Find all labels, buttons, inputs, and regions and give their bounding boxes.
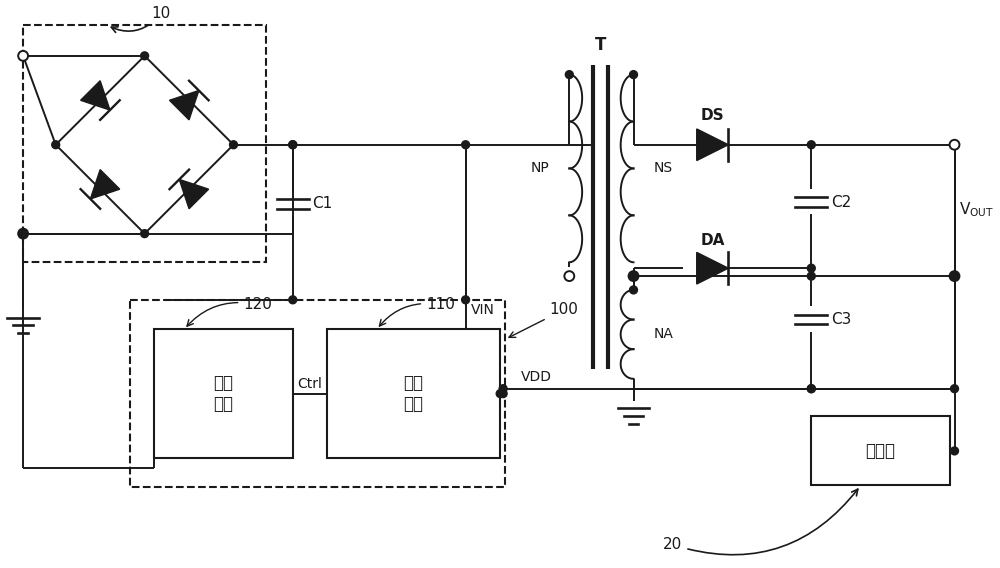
Circle shape <box>141 229 149 237</box>
Text: NS: NS <box>654 161 673 176</box>
Circle shape <box>630 272 637 280</box>
Circle shape <box>289 141 297 149</box>
Circle shape <box>19 229 27 237</box>
Text: 控制器: 控制器 <box>865 442 895 460</box>
Circle shape <box>141 52 149 60</box>
Circle shape <box>499 385 507 392</box>
Text: NP: NP <box>530 161 549 176</box>
Circle shape <box>630 286 637 294</box>
Circle shape <box>18 51 28 61</box>
Polygon shape <box>697 252 728 284</box>
Circle shape <box>565 70 573 78</box>
Bar <box>327 329 500 458</box>
Text: V$_{\rm OUT}$: V$_{\rm OUT}$ <box>959 201 995 219</box>
Bar <box>811 416 950 486</box>
Polygon shape <box>81 81 110 110</box>
Text: 120: 120 <box>187 297 272 326</box>
Circle shape <box>950 271 959 281</box>
Text: C1: C1 <box>313 197 333 211</box>
Circle shape <box>19 229 27 237</box>
Text: 10: 10 <box>111 6 171 32</box>
Text: 110: 110 <box>379 297 455 326</box>
Text: 20: 20 <box>663 489 858 555</box>
Circle shape <box>52 141 60 149</box>
Circle shape <box>630 70 637 78</box>
Circle shape <box>496 390 504 398</box>
Circle shape <box>807 141 815 149</box>
Circle shape <box>807 385 815 392</box>
Circle shape <box>951 447 958 455</box>
Bar <box>154 329 293 458</box>
Text: 启动
模块: 启动 模块 <box>403 374 423 413</box>
Circle shape <box>807 264 815 272</box>
Bar <box>23 25 266 262</box>
Circle shape <box>629 271 638 281</box>
Polygon shape <box>169 90 199 120</box>
Text: DS: DS <box>701 107 724 123</box>
Polygon shape <box>90 170 120 199</box>
Circle shape <box>950 140 959 150</box>
Circle shape <box>289 141 297 149</box>
Circle shape <box>289 296 297 304</box>
Text: T: T <box>595 36 607 54</box>
Bar <box>130 300 505 487</box>
Text: Ctrl: Ctrl <box>297 377 322 391</box>
Circle shape <box>807 272 815 280</box>
Circle shape <box>951 272 958 280</box>
Circle shape <box>18 229 28 239</box>
Circle shape <box>230 141 237 149</box>
Text: VIN: VIN <box>471 303 494 317</box>
Text: 100: 100 <box>509 302 578 337</box>
Polygon shape <box>697 129 728 161</box>
Text: DA: DA <box>700 233 725 248</box>
Circle shape <box>951 385 958 392</box>
Circle shape <box>807 385 815 392</box>
Circle shape <box>564 271 574 281</box>
Text: NA: NA <box>653 327 673 341</box>
Circle shape <box>462 141 470 149</box>
Text: VDD: VDD <box>521 370 552 384</box>
Text: 控制
模块: 控制 模块 <box>214 374 234 413</box>
Text: C3: C3 <box>831 312 851 327</box>
Circle shape <box>462 296 470 304</box>
Polygon shape <box>179 179 209 208</box>
Circle shape <box>499 390 507 398</box>
Text: C2: C2 <box>831 194 851 210</box>
